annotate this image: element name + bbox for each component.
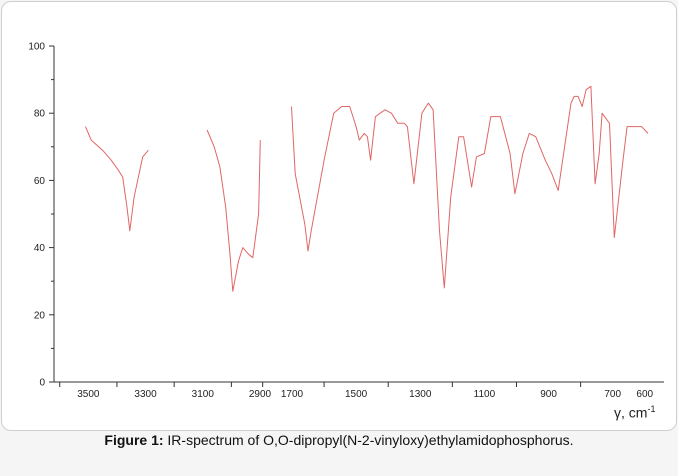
x-axis-label: γ, cm-1: [614, 404, 656, 421]
caption-label: Figure 1:: [104, 432, 164, 448]
spectrum-segment-1: [85, 126, 149, 232]
caption-text: IR-spectrum of O,O-dipropyl(N-2-vinyloxy…: [163, 432, 574, 448]
x-axis-ticks: 3500 3300 3100 2900 1700 1500 1300 1100 900 700 60…: [59, 382, 654, 400]
y-tick-label: 100: [28, 42, 45, 53]
ir-spectrum-chart: 0 20 40 60 80 100 3500 3300 3100 2900 1700 1500 130…: [28, 42, 664, 400]
figure-caption: Figure 1: IR-spectrum of O,O-dipropyl(N-…: [0, 432, 678, 448]
x-tick-label: 1300: [409, 389, 432, 400]
y-tick-label: 20: [34, 310, 46, 321]
spectrum-segment-3: [291, 85, 649, 289]
spectrum-series: [85, 85, 649, 292]
axes: [53, 46, 664, 383]
spectrum-segment-2: [206, 129, 261, 292]
x-tick-label: 700: [604, 389, 621, 400]
x-tick-label: 3300: [134, 389, 157, 400]
x-tick-label: 1700: [281, 389, 304, 400]
x-tick-label: 1500: [345, 389, 368, 400]
plot-area: 0 20 40 60 80 100 3500 3300 3100 2900 1700 1500 130…: [1, 1, 677, 431]
x-tick-label: 600: [636, 389, 653, 400]
x-tick-label: 3500: [77, 389, 100, 400]
y-axis-ticks: 0 20 40 60 80 100: [28, 42, 54, 389]
y-tick-label: 0: [39, 378, 45, 389]
x-tick-label: 3100: [192, 389, 215, 400]
x-tick-label: 1100: [474, 389, 496, 400]
x-tick-label: 900: [540, 389, 557, 400]
y-tick-label: 80: [34, 109, 46, 120]
y-tick-label: 40: [34, 243, 46, 254]
y-tick-label: 60: [34, 176, 46, 187]
x-tick-label: 2900: [249, 389, 272, 400]
